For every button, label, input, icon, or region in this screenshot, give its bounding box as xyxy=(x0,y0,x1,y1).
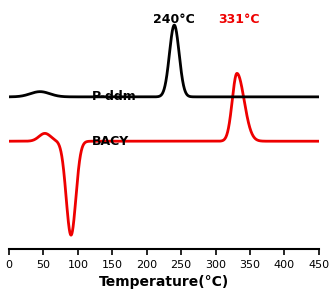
X-axis label: Temperature(°C): Temperature(°C) xyxy=(99,276,229,289)
Text: 331°C: 331°C xyxy=(218,14,260,27)
Text: BACY: BACY xyxy=(92,135,129,148)
Text: 240°C: 240°C xyxy=(153,14,195,27)
Text: P-ddm: P-ddm xyxy=(92,90,136,103)
